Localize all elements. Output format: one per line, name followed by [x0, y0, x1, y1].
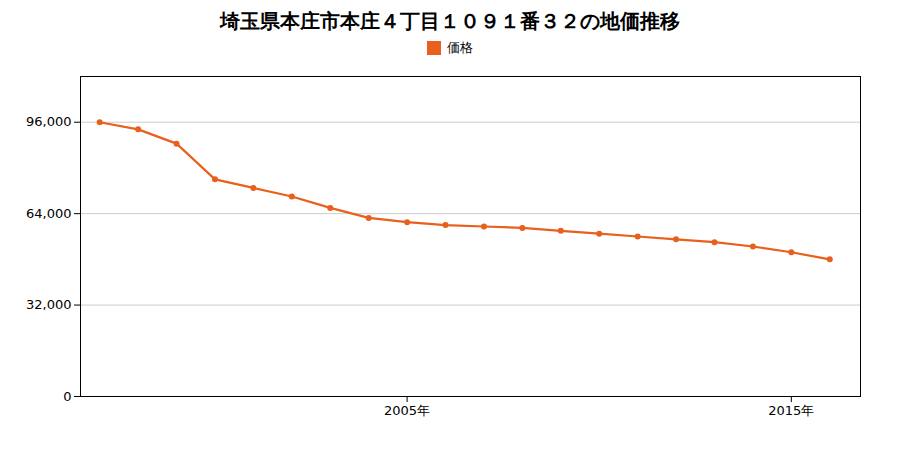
html-text:埼玉県本庄市本庄４丁目１０９１番３２の地価推移: 埼玉県本庄市本庄４丁目１０９１番３２の地価推移 [220, 9, 680, 33]
svg-text:2005年: 2005年 [384, 403, 430, 418]
svg-text:0: 0 [63, 389, 71, 404]
svg-text:2015年: 2015年 [768, 403, 814, 418]
html-text:価格: 価格 [447, 40, 473, 55]
svg-text:96,000: 96,000 [26, 114, 72, 129]
svg-text:64,000: 64,000 [26, 206, 72, 221]
svg-text:32,000: 32,000 [26, 297, 72, 312]
